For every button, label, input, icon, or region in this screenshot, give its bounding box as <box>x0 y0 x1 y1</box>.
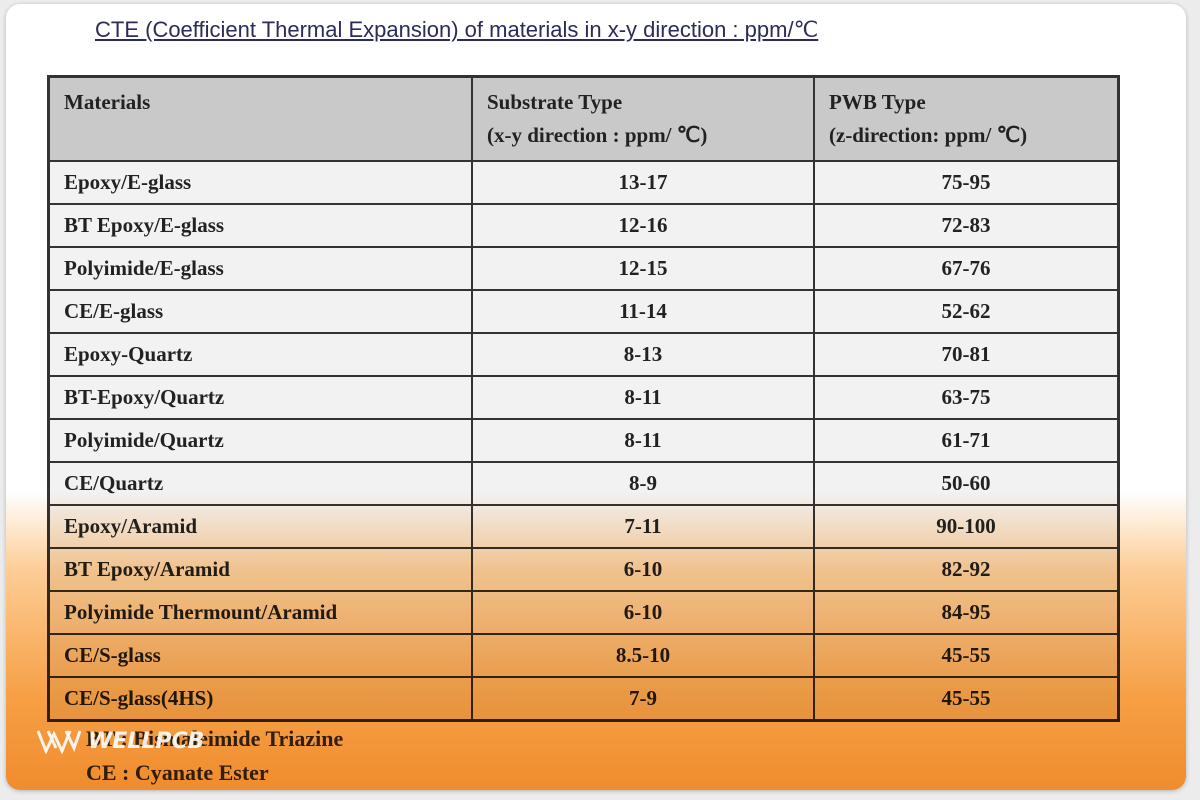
table-row: BT Epoxy/E-glass 12-16 72-83 <box>47 203 1120 248</box>
watermark: WELLPCB <box>36 728 204 754</box>
material-cell: Epoxy-Quartz <box>47 332 473 377</box>
value-cell: 6-10 <box>471 590 815 635</box>
table-row: CE/S-glass(4HS) 7-9 45-55 <box>47 676 1120 722</box>
value-cell: 75-95 <box>813 160 1120 205</box>
header-cell: PWB Type (z-direction: ppm/ ℃) <box>813 75 1120 162</box>
value-cell: 7-9 <box>471 676 815 722</box>
material-cell: BT Epoxy/Aramid <box>47 547 473 592</box>
value-cell: 7-11 <box>471 504 815 549</box>
table-row: BT-Epoxy/Quartz 8-11 63-75 <box>47 375 1120 420</box>
frame: CTE (Coefficient Thermal Expansion) of m… <box>6 4 1186 790</box>
value-cell: 67-76 <box>813 246 1120 291</box>
value-cell: 63-75 <box>813 375 1120 420</box>
value-cell: 90-100 <box>813 504 1120 549</box>
table-head: Materials Substrate Type (x-y direction : … <box>47 75 1120 162</box>
material-cell: CE/E-glass <box>47 289 473 334</box>
footnote: CE : Cyanate Ester <box>86 760 269 785</box>
material-cell: CE/S-glass <box>47 633 473 678</box>
value-cell: 12-16 <box>471 203 815 248</box>
table-row: Epoxy/Aramid 7-11 90-100 <box>47 504 1120 549</box>
watermark-logo <box>36 730 82 754</box>
value-cell: 72-83 <box>813 203 1120 248</box>
header-cell: Materials <box>47 75 473 162</box>
material-cell: Polyimide/Quartz <box>47 418 473 463</box>
material-cell: CE/Quartz <box>47 461 473 506</box>
value-cell: 84-95 <box>813 590 1120 635</box>
table-row: BT Epoxy/Aramid 6-10 82-92 <box>47 547 1120 592</box>
header-line: (x-y direction : ppm/ ℃) <box>487 123 708 147</box>
header-cell: Substrate Type (x-y direction : ppm/ ℃) <box>471 75 815 162</box>
value-cell: 52-62 <box>813 289 1120 334</box>
material-cell: CE/S-glass(4HS) <box>47 676 473 722</box>
table-row: Polyimide/E-glass 12-15 67-76 <box>47 246 1120 291</box>
title: CTE (Coefficient Thermal Expansion) of m… <box>95 17 819 42</box>
header-row: Materials Substrate Type (x-y direction : … <box>47 75 1120 162</box>
value-cell: 50-60 <box>813 461 1120 506</box>
value-cell: 6-10 <box>471 547 815 592</box>
value-cell: 82-92 <box>813 547 1120 592</box>
material-cell: Polyimide Thermount/Aramid <box>47 590 473 635</box>
table-row: CE/S-glass 8.5-10 45-55 <box>47 633 1120 678</box>
header-line: (z-direction: ppm/ ℃) <box>829 123 1028 147</box>
value-cell: 13-17 <box>471 160 815 205</box>
material-cell: Epoxy/E-glass <box>47 160 473 205</box>
table-row: CE/E-glass 11-14 52-62 <box>47 289 1120 334</box>
value-cell: 61-71 <box>813 418 1120 463</box>
table-row: Epoxy/E-glass 13-17 75-95 <box>47 160 1120 205</box>
value-cell: 8-9 <box>471 461 815 506</box>
value-cell: 11-14 <box>471 289 815 334</box>
value-cell: 45-55 <box>813 676 1120 722</box>
header-line: Substrate Type <box>487 90 623 114</box>
table-row: CE/Quartz 8-9 50-60 <box>47 461 1120 506</box>
value-cell: 8-11 <box>471 418 815 463</box>
material-cell: Epoxy/Aramid <box>47 504 473 549</box>
value-cell: 45-55 <box>813 633 1120 678</box>
table-row: Polyimide/Quartz 8-11 61-71 <box>47 418 1120 463</box>
header-line: PWB Type <box>829 90 926 114</box>
value-cell: 70-81 <box>813 332 1120 377</box>
value-cell: 8.5-10 <box>471 633 815 678</box>
value-cell: 8-11 <box>471 375 815 420</box>
table-body: Epoxy/E-glass 13-17 75-95 BT Epoxy/E-glass 1… <box>47 160 1120 722</box>
value-cell: 8-13 <box>471 332 815 377</box>
material-cell: BT Epoxy/E-glass <box>47 203 473 248</box>
value-cell: 12-15 <box>471 246 815 291</box>
watermark-text: WELLPCB <box>88 728 205 754</box>
header-line: Materials <box>64 90 151 114</box>
material-cell: Polyimide/E-glass <box>47 246 473 291</box>
table-row: Epoxy-Quartz 8-13 70-81 <box>47 332 1120 377</box>
material-cell: BT-Epoxy/Quartz <box>47 375 473 420</box>
table-row: Polyimide Thermount/Aramid 6-10 84-95 <box>47 590 1120 635</box>
cte-table: Materials Substrate Type (x-y direction : … <box>47 75 1120 722</box>
